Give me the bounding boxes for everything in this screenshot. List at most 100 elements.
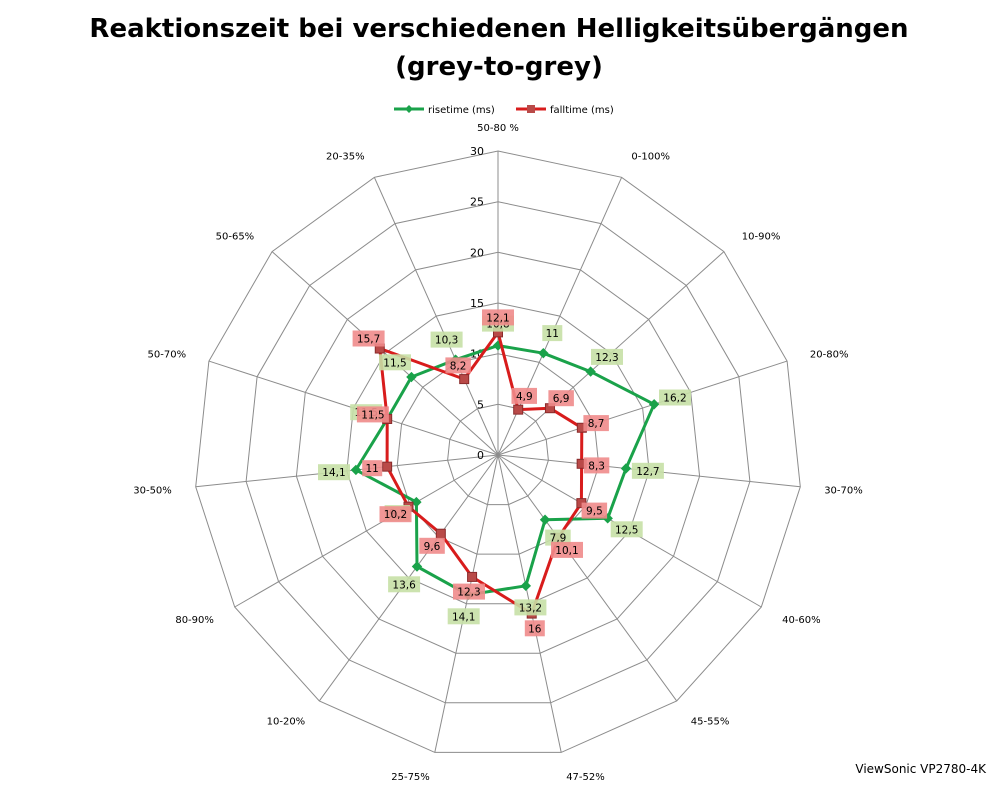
data-label-box: [545, 529, 571, 546]
data-label-box: [514, 599, 547, 616]
data-label-box: [583, 457, 610, 474]
data-label: 13,6: [392, 579, 416, 591]
data-label-box: [583, 415, 609, 432]
data-label: 6,9: [553, 393, 570, 405]
data-label: 11: [366, 463, 379, 475]
data-label-box: [356, 406, 389, 423]
data-label: 12,5: [615, 524, 638, 536]
series-point: [382, 461, 393, 472]
legend-label: falltime (ms): [550, 105, 614, 116]
category-label: 47-52%: [566, 772, 605, 783]
data-label: 8,3: [588, 460, 605, 472]
series-point: [648, 399, 660, 410]
data-label: 12,7: [636, 466, 659, 478]
data-label: 8,7: [588, 418, 605, 430]
data-label-box: [379, 506, 412, 523]
category-label: 50-65%: [216, 232, 255, 243]
category-label: 30-70%: [824, 485, 863, 496]
series-point: [411, 561, 423, 572]
series-line: [354, 344, 656, 597]
grid-ring: [447, 403, 549, 506]
series-point: [585, 366, 596, 377]
category-label: 20-80%: [810, 350, 849, 361]
category-labels: 50-80 % 0-100% 10-90% 20-80% 30-70% 40-60% 45-…: [133, 123, 863, 783]
data-label-box: [591, 348, 623, 365]
series-point: [520, 580, 532, 592]
category-label: 0-100%: [631, 151, 670, 162]
series-line: [378, 330, 584, 616]
series-point: [513, 404, 524, 415]
data-label: 8,2: [450, 360, 467, 372]
tick-label: 5: [477, 398, 484, 411]
category-label: 30-50%: [133, 485, 172, 496]
tick-label: 20: [470, 246, 484, 259]
grid-ring: [396, 353, 600, 555]
series-point: [467, 571, 478, 582]
grid-ring: [245, 201, 751, 704]
tick-label: 15: [470, 297, 484, 310]
data-label-box: [482, 309, 514, 326]
grid-ring: [195, 150, 801, 753]
grid-spoke: [373, 177, 499, 456]
category-label: 50-70%: [148, 350, 187, 361]
series-point: [350, 464, 362, 476]
data-label: 13,2: [519, 602, 542, 614]
grid-spoke: [234, 454, 499, 608]
grid-spoke: [271, 251, 499, 456]
data-label-box: [542, 325, 563, 342]
legend-swatch-marker: [405, 105, 413, 113]
data-label-box: [511, 387, 537, 404]
data-labels: 10,81112,316,212,712,57,913,214,113,69,3…: [318, 309, 691, 637]
data-label: 12,1: [486, 312, 509, 324]
data-label-box: [659, 389, 691, 406]
grid-ring: [295, 251, 701, 654]
data-label: 16,2: [663, 393, 686, 405]
data-label-box: [581, 502, 608, 519]
series-point: [459, 374, 470, 385]
data-label: 9,6: [424, 541, 441, 553]
tick-label: 30: [470, 145, 484, 158]
data-label-box: [610, 521, 643, 538]
category-label: 80-90%: [175, 615, 214, 626]
chart-title-block: Reaktionszeit bei verschiedenen Helligke…: [0, 10, 998, 86]
data-label-box: [318, 464, 350, 481]
data-label: 4,9: [516, 391, 533, 403]
grid-spoke: [497, 360, 788, 456]
data-label: 11: [546, 328, 559, 340]
category-label: 10-20%: [267, 716, 306, 727]
series-point: [406, 371, 417, 383]
legend-swatch-marker: [527, 105, 535, 113]
series-layer: [350, 327, 660, 619]
data-label-box: [524, 620, 545, 637]
data-label-box: [352, 330, 385, 347]
data-label: 11,5: [383, 357, 406, 369]
data-label: 10,1: [555, 545, 578, 557]
category-label: 50-80 %: [477, 123, 519, 134]
data-label: 14,1: [452, 611, 475, 623]
data-label-box: [419, 537, 445, 554]
series-point: [620, 463, 632, 474]
category-label: 45-55%: [691, 716, 730, 727]
watermark-text: ViewSonic VP2780-4K: [855, 762, 986, 776]
data-label-box: [445, 357, 471, 374]
series-point: [411, 496, 422, 508]
tick-label: 25: [470, 196, 484, 209]
data-label: 16: [528, 623, 542, 635]
category-label: 20-35%: [326, 151, 365, 162]
category-label: 10-90%: [742, 232, 781, 243]
data-label: 12,3: [595, 352, 618, 364]
data-label-box: [388, 576, 421, 593]
radar-grid: [195, 150, 801, 753]
grid-ring: [346, 302, 650, 605]
chart-subtitle: (grey-to-grey): [395, 52, 603, 82]
category-label: 40-60%: [782, 615, 821, 626]
data-label: 7,9: [550, 533, 567, 545]
grid-spoke: [434, 454, 499, 753]
category-label: 25-75%: [391, 772, 430, 783]
data-label: 15,7: [357, 334, 380, 346]
data-label-box: [631, 462, 664, 479]
data-label-box: [453, 583, 485, 600]
data-label-box: [379, 354, 411, 371]
